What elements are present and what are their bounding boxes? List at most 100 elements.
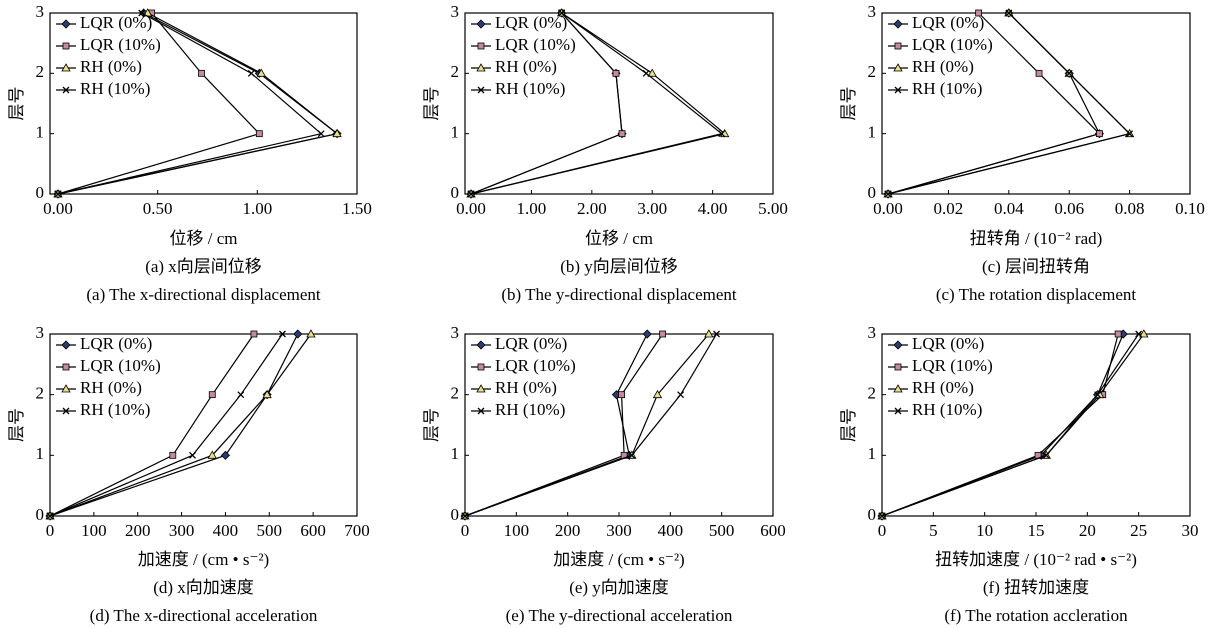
legend-marker: [893, 19, 903, 29]
x-tick-label: 0.02: [934, 199, 964, 218]
y-tick-label: 1: [868, 444, 877, 463]
x-axis-label: 加速度 / (cm • s⁻²): [553, 550, 684, 569]
marker: [306, 329, 316, 338]
x-tick-label: 2.00: [577, 199, 607, 218]
plot-frame: [881, 12, 1191, 195]
y-tick-label: 0: [36, 183, 45, 202]
x-tick-label: 600: [300, 521, 326, 540]
marker: [1135, 330, 1143, 338]
marker: [262, 389, 272, 399]
marker: [467, 190, 475, 198]
marker: [1035, 69, 1043, 77]
legend-label: RH (0%): [495, 57, 557, 76]
legend-label: LQR (0%): [80, 13, 152, 32]
marker: [642, 329, 652, 339]
series-line: [464, 333, 664, 517]
caption: (e) y向加速度: [569, 578, 669, 597]
series-line: [464, 333, 718, 517]
x-tick-label: 0.10: [1175, 199, 1205, 218]
legend-label: RH (10%): [80, 79, 150, 98]
plot-frame: [49, 12, 358, 195]
x-tick-label: 0.50: [143, 199, 173, 218]
x-tick-label: 20: [1079, 521, 1096, 540]
y-tick-label: 2: [451, 384, 460, 403]
series-line: [49, 333, 312, 517]
x-tick-label: 0.08: [1115, 199, 1145, 218]
y-axis-label: 层号: [422, 408, 441, 442]
marker: [884, 190, 892, 198]
caption: (b) y向层间位移: [560, 257, 678, 276]
x-tick-label: 0.06: [1054, 199, 1084, 218]
legend-label: LQR (10%): [912, 356, 993, 375]
series-line: [57, 12, 339, 195]
marker: [612, 69, 620, 77]
legend-marker: [61, 384, 71, 393]
marker: [618, 130, 626, 138]
x-tick-label: 10: [976, 521, 993, 540]
marker: [659, 330, 667, 338]
legend-marker: [477, 407, 485, 415]
legend-marker: [477, 86, 485, 94]
series-line: [470, 12, 723, 195]
x-tick-label: 0.00: [43, 199, 73, 218]
legend-label: RH (10%): [80, 400, 150, 419]
legend-marker: [477, 42, 485, 50]
legend-marker: [894, 407, 902, 415]
marker: [642, 69, 650, 77]
x-axis-label: 位移 / cm: [170, 229, 238, 248]
marker: [46, 512, 54, 520]
caption-en: (c) The rotation displacement: [936, 285, 1137, 304]
legend-label: LQR (10%): [80, 35, 161, 54]
marker: [198, 69, 205, 77]
x-tick-label: 400: [658, 521, 684, 540]
x-tick-label: 5.00: [758, 199, 788, 218]
y-tick-label: 0: [36, 505, 45, 524]
marker: [975, 9, 983, 17]
caption: (d) x向加速度: [153, 578, 254, 597]
marker: [1126, 130, 1134, 138]
y-tick-label: 1: [36, 444, 45, 463]
series-line: [49, 333, 299, 517]
caption-en: (d) The x-directional acceleration: [90, 606, 318, 625]
series-line: [887, 12, 1101, 195]
legend-marker: [61, 19, 71, 29]
marker: [718, 130, 726, 138]
x-tick-label: 1.00: [242, 199, 272, 218]
marker: [628, 451, 636, 459]
x-tick-label: 0.04: [994, 199, 1024, 218]
legend-marker: [62, 363, 70, 371]
x-tick-label: 100: [81, 521, 107, 540]
x-axis-label: 加速度 / (cm • s⁻²): [138, 550, 269, 569]
caption-en: (f) The rotation accleration: [944, 606, 1128, 625]
marker: [1042, 451, 1050, 459]
marker: [713, 330, 720, 338]
marker: [278, 330, 286, 338]
legend-label: RH (10%): [495, 79, 565, 98]
marker: [255, 130, 263, 138]
legend-marker: [893, 384, 903, 393]
legend-marker: [893, 340, 903, 350]
y-tick-label: 2: [36, 384, 45, 403]
y-tick-label: 2: [451, 62, 460, 81]
legend-marker: [894, 42, 902, 50]
marker: [138, 9, 146, 17]
y-tick-label: 3: [868, 323, 877, 342]
series-line: [49, 333, 255, 517]
marker: [652, 389, 663, 399]
y-tick-label: 1: [868, 123, 877, 142]
x-tick-label: 5: [929, 521, 938, 540]
marker: [293, 329, 303, 339]
legend-label: LQR (0%): [495, 13, 567, 32]
marker: [247, 69, 255, 77]
marker: [677, 391, 685, 399]
y-tick-label: 0: [868, 505, 877, 524]
legend-label: LQR (10%): [495, 356, 576, 375]
marker: [1065, 69, 1073, 77]
marker: [208, 391, 216, 399]
legend-marker: [476, 63, 486, 72]
marker: [704, 329, 714, 338]
x-tick-label: 1.00: [517, 199, 547, 218]
caption-en: (a) The x-directional displacement: [86, 285, 321, 304]
y-tick-label: 3: [451, 2, 460, 21]
caption: (a) x向层间位移: [145, 257, 262, 276]
